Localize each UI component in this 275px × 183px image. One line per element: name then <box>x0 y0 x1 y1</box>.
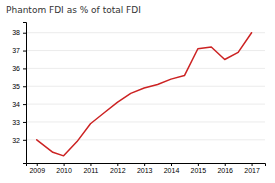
tick: 2017 <box>244 163 260 174</box>
tick: 2016 <box>217 163 233 174</box>
tick: 2013 <box>137 163 153 174</box>
tick-label: 2011 <box>83 167 98 174</box>
tick-label: 33 <box>12 119 20 126</box>
tick-mark <box>37 163 38 166</box>
tick-label: 35 <box>12 83 20 90</box>
grid-line <box>26 121 265 122</box>
x-axis: 2009 2010 2011 2012 2013 2014 2015 2016 2017 <box>27 163 266 174</box>
tick-label: 2010 <box>56 167 72 174</box>
grid-line <box>26 32 265 33</box>
tick-mark <box>117 163 118 166</box>
tick-mark <box>23 68 26 69</box>
tick: 34 <box>12 101 26 108</box>
tick: 36 <box>12 65 26 72</box>
tick-label: 2017 <box>244 167 260 174</box>
y-axis: 32 33 34 35 36 37 38 <box>12 23 26 164</box>
tick: 35 <box>12 83 26 90</box>
grid-line <box>26 139 265 140</box>
grid-line <box>26 50 265 51</box>
axis-line <box>27 164 266 167</box>
title: Phantom FDI as % of total FDI <box>6 5 141 15</box>
grid <box>26 33 265 140</box>
tick-mark <box>144 163 145 166</box>
tick: 2014 <box>164 163 180 174</box>
tick-label: 36 <box>12 65 20 72</box>
tick-mark <box>23 86 26 87</box>
tick-label: 2009 <box>29 167 45 174</box>
tick: 33 <box>12 119 26 126</box>
tick-mark <box>23 140 26 141</box>
tick-label: 2015 <box>191 167 207 174</box>
tick: 32 <box>12 137 26 144</box>
tick: 38 <box>12 29 26 36</box>
tick: 2015 <box>191 163 207 174</box>
chart: 2009 2010 2011 2012 2013 2014 2015 2016 2017 32 33… <box>0 0 275 183</box>
tick-mark <box>23 51 26 52</box>
tick-mark <box>64 163 65 166</box>
tick: 37 <box>12 47 26 54</box>
tick: 2011 <box>83 163 98 174</box>
tick-mark <box>23 104 26 105</box>
tick-mark <box>90 163 91 166</box>
axis-line <box>23 23 27 164</box>
series <box>37 33 252 156</box>
tick-label: 2012 <box>110 167 126 174</box>
grid-line <box>26 86 265 87</box>
tick-label: 2013 <box>137 167 153 174</box>
tick-mark <box>171 163 172 166</box>
plot-area: 2009 2010 2011 2012 2013 2014 2015 2016 2017 32 33… <box>12 23 265 175</box>
tick-label: 2014 <box>164 167 180 174</box>
tick: 2009 <box>29 163 45 174</box>
tick-label: 38 <box>12 29 20 36</box>
tick-label: 32 <box>12 137 20 144</box>
line <box>37 33 252 156</box>
tick: 2010 <box>56 163 72 174</box>
tick-label: 34 <box>12 101 20 108</box>
tick: 2012 <box>110 163 126 174</box>
tick-mark <box>225 163 226 166</box>
tick-label: 37 <box>12 47 20 54</box>
tick-mark <box>198 163 199 166</box>
tick-mark <box>252 163 253 166</box>
grid-line <box>26 68 265 69</box>
tick-label: 2016 <box>217 167 233 174</box>
grid-line <box>26 104 265 105</box>
tick-mark <box>23 122 26 123</box>
tick-mark <box>23 33 26 34</box>
